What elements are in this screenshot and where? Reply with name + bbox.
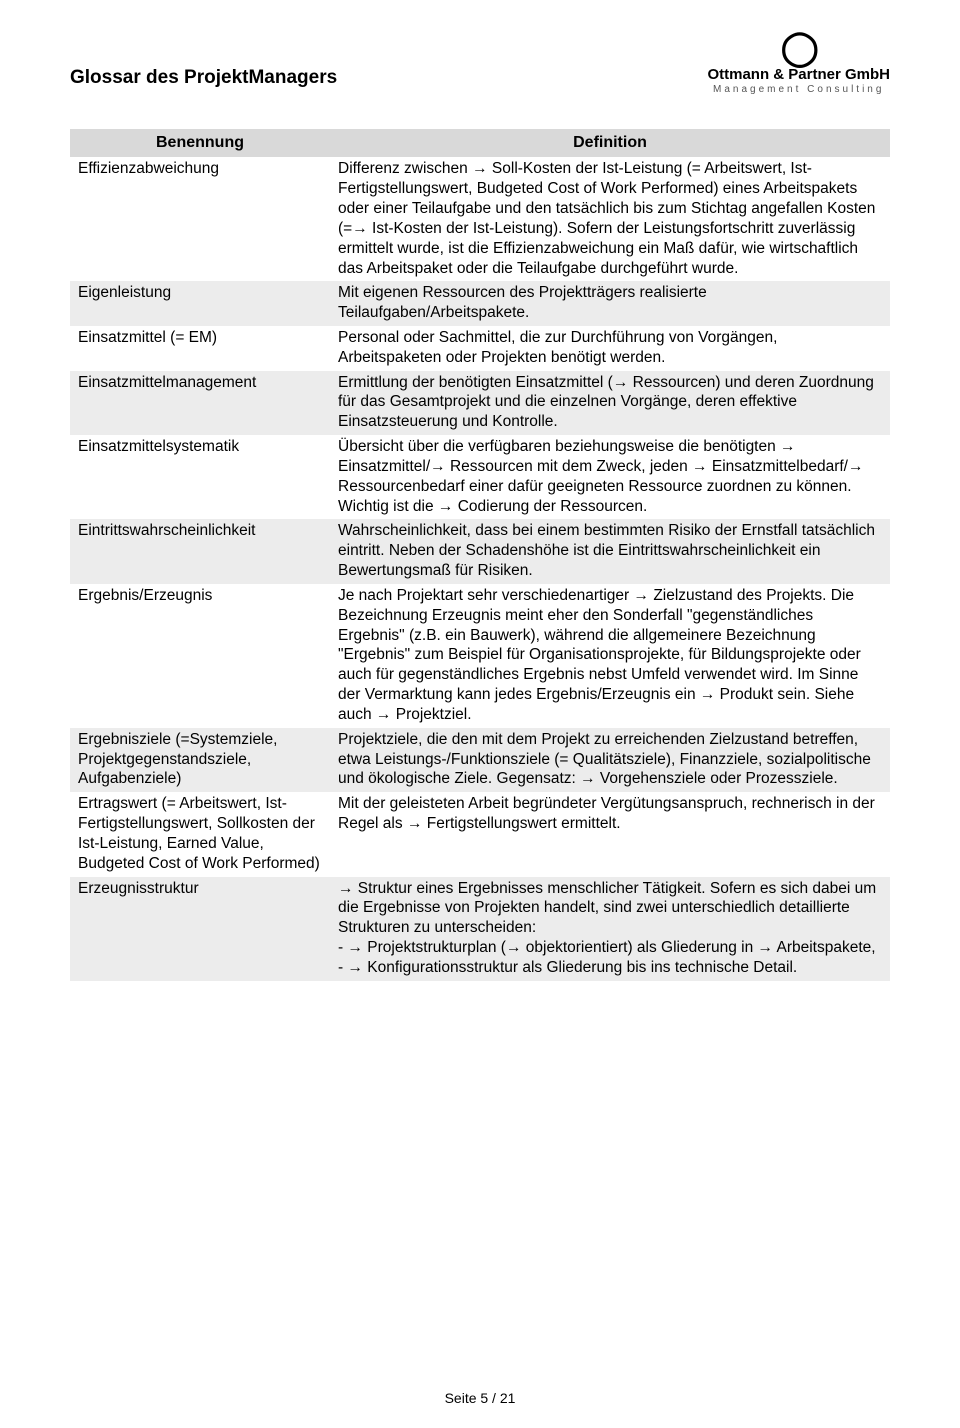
table-row: Erzeugnisstruktur → Struktur eines Ergeb… <box>70 877 890 981</box>
col-head-def: Definition <box>330 129 890 157</box>
arrow-icon: → <box>472 160 488 177</box>
page-number: Seite 5 / 21 <box>0 1390 960 1406</box>
table-row: Eigenleistung Mit eigenen Ressourcen des… <box>70 281 890 326</box>
def-cell: Wahrscheinlichkeit, dass bei einem besti… <box>330 519 890 583</box>
def-cell: Projektziele, die den mit dem Projekt zu… <box>330 728 890 792</box>
table-row: Ergebnisziele (=Systemziele, Projektgege… <box>70 728 890 792</box>
text-span: Übersicht über die verfügbaren beziehung… <box>338 438 780 455</box>
arrow-icon: → <box>430 458 446 475</box>
arrow-icon: → <box>692 458 708 475</box>
text-span: Einsatzmittel/ <box>338 458 430 475</box>
brand-tagline: Management Consulting <box>707 84 890 95</box>
text-span: objektorientiert) als Gliederung in <box>521 939 757 956</box>
arrow-icon: → <box>347 939 363 956</box>
term-cell: Eigenleistung <box>70 281 330 326</box>
def-cell: Personal oder Sachmittel, die zur Durchf… <box>330 326 890 371</box>
table-row: Einsatzmittelsystematik Übersicht über d… <box>70 435 890 519</box>
brand-name: Ottmann & Partner GmbH <box>707 67 890 84</box>
arrow-icon: → <box>580 770 596 787</box>
text-span: Struktur eines Ergebnisses menschlicher … <box>338 880 876 937</box>
arrow-icon: → <box>634 587 650 604</box>
term-cell: Einsatzmittelsystematik <box>70 435 330 519</box>
arrow-icon: → <box>848 458 864 475</box>
table-head-row: Benennung Definition <box>70 129 890 157</box>
arrow-icon: → <box>700 686 716 703</box>
arrow-icon: → <box>506 939 522 956</box>
text-span: Ressourcen mit dem Zweck, jeden <box>446 458 692 475</box>
arrow-icon: → <box>613 374 629 391</box>
term-cell: Erzeugnisstruktur <box>70 877 330 981</box>
text-span: Projektziel. <box>391 706 471 723</box>
def-cell: Je nach Projektart sehr verschiedenartig… <box>330 584 890 728</box>
arrow-icon: → <box>347 959 363 976</box>
arrow-icon: → <box>352 220 368 237</box>
text-span: Je nach Projektart sehr verschiedenartig… <box>338 587 634 604</box>
def-cell: Mit eigenen Ressourcen des Projektträger… <box>330 281 890 326</box>
brand-logo: ◯ Ottmann & Partner GmbH Management Cons… <box>707 30 890 95</box>
term-cell: Eintrittswahrscheinlichkeit <box>70 519 330 583</box>
page-title: Glossar des ProjektManagers <box>70 67 337 95</box>
table-row: Ertragswert (= Arbeitswert, Ist-Fertigst… <box>70 792 890 876</box>
table-row: Effizienzabweichung Differenz zwischen →… <box>70 157 890 281</box>
table-row: Eintrittswahrscheinlichkeit Wahrscheinli… <box>70 519 890 583</box>
def-cell: Differenz zwischen → Soll-Kosten der Ist… <box>330 157 890 281</box>
arrow-icon: → <box>758 939 774 956</box>
text-span: Einsatzmittelbedarf/ <box>708 458 848 475</box>
def-cell: Mit der geleisteten Arbeit begründeter V… <box>330 792 890 876</box>
arrow-icon: → <box>376 706 392 723</box>
col-head-term: Benennung <box>70 129 330 157</box>
arrow-icon: → <box>780 438 796 455</box>
logo-circle-icon: ◯ <box>707 30 890 67</box>
term-cell: Einsatzmittelmanagement <box>70 371 330 435</box>
page-header: Glossar des ProjektManagers ◯ Ottmann & … <box>70 30 890 95</box>
text-span: Konfigurationsstruktur als Gliederung bi… <box>363 959 797 976</box>
def-cell: Ermittlung der benötigten Einsatzmittel … <box>330 371 890 435</box>
arrow-icon: → <box>338 880 354 897</box>
def-cell: Übersicht über die verfügbaren beziehung… <box>330 435 890 519</box>
page: Glossar des ProjektManagers ◯ Ottmann & … <box>0 0 960 1428</box>
term-cell: Einsatzmittel (= EM) <box>70 326 330 371</box>
text-span: Fertigstellungswert ermittelt. <box>422 815 620 832</box>
term-cell: Ertragswert (= Arbeitswert, Ist-Fertigst… <box>70 792 330 876</box>
arrow-icon: → <box>438 498 454 515</box>
table-row: Einsatzmittel (= EM) Personal oder Sachm… <box>70 326 890 371</box>
text-span: Projektstrukturplan ( <box>363 939 506 956</box>
table-row: Einsatzmittelmanagement Ermittlung der b… <box>70 371 890 435</box>
table-row: Ergebnis/Erzeugnis Je nach Projektart se… <box>70 584 890 728</box>
text-span: Arbeitspakete, <box>773 939 876 956</box>
term-cell: Ergebnisziele (=Systemziele, Projektgege… <box>70 728 330 792</box>
term-cell: Ergebnis/Erzeugnis <box>70 584 330 728</box>
def-cell: → Struktur eines Ergebnisses menschliche… <box>330 877 890 981</box>
glossary-table: Benennung Definition Effizienzabweichung… <box>70 129 890 981</box>
term-cell: Effizienzabweichung <box>70 157 330 281</box>
arrow-icon: → <box>407 815 423 832</box>
text-span: Ermittlung der benötigten Einsatzmittel … <box>338 374 613 391</box>
text-span: Differenz zwischen <box>338 160 472 177</box>
text-span: Ist-Kosten der Ist-Leistung). Sofern der… <box>338 220 858 277</box>
text-span: Vorgehensziele oder Prozessziele. <box>596 770 838 787</box>
text-span: Codierung der Ressourcen. <box>453 498 647 515</box>
